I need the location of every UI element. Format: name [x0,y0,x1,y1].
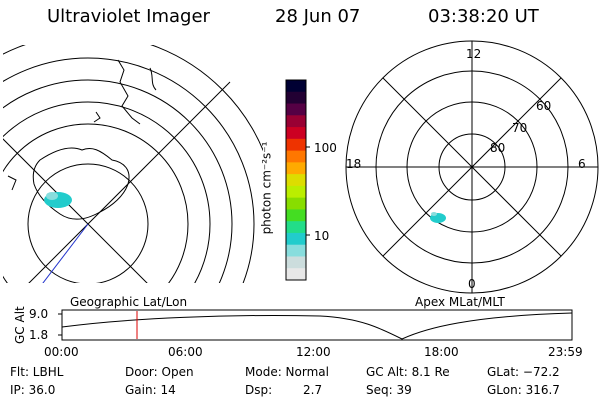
mlt-6-label: 6 [578,157,586,171]
glon-info: GLon: 316.7 [487,383,560,397]
door-info: Door: Open [125,365,194,379]
colorbar-stripe [286,174,306,187]
gain-info: Gain: 14 [125,383,176,397]
satellite-track [42,223,89,283]
time-label: 03:38:20 UT [428,6,539,27]
colorbar-stripe [286,232,306,246]
colorbar [285,79,310,281]
colorbar-stripe [286,127,306,140]
meridian-line [28,223,89,283]
x-tick-0600: 06:00 [168,345,203,359]
colorbar-stripe [286,162,306,175]
colorbar-stripe [286,244,306,257]
colorbar-stripe [286,91,306,105]
gc-alt-info: GC Alt: 8.1 Re [366,365,450,379]
dsp-info-label: Dsp: [245,383,273,397]
x-tick-0000: 00:00 [44,345,79,359]
colorbar-stripe [286,256,306,269]
colorbar-stripe [286,197,306,210]
lat-circle [3,123,189,283]
colorbar-stripe [286,221,306,234]
mlt-12-label: 12 [466,47,482,61]
meridian-line [87,81,231,225]
altitude-curve [61,312,573,340]
coast-fragment [149,67,157,91]
aurora-patch-left [44,192,72,208]
south-america-coast [117,59,141,125]
x-tick-1200: 12:00 [296,345,331,359]
lat-circle [3,79,233,283]
geographic-caption: Geographic Lat/Lon [70,295,188,309]
dsp-info-value: 2.7 [303,383,323,397]
seq-info: Seq: 39 [366,383,412,397]
island-outline [93,111,101,123]
altitude-ylabel: GC Alt [13,306,27,344]
x-tick-2359: 23:59 [548,345,583,359]
lat-circle [3,101,211,283]
colorbar-stripe [286,138,306,152]
colorbar-tick-10: 10 [314,229,330,243]
colorbar-stripe [286,115,306,128]
mlat-70-label: 70 [512,121,528,135]
mlt-0-label: 0 [468,277,476,291]
glat-info: GLat: −72.2 [487,365,560,379]
colorbar-stripe [286,150,306,163]
mode-info: Mode: Normal [245,365,329,379]
mlat-80-label: 80 [490,141,506,155]
colorbar-unit-label: photon cm⁻²s⁻¹ [259,141,274,235]
colorbar-stripe [286,103,306,116]
filter-info: Flt: LBHL [10,365,64,379]
colorbar-stripe [286,185,306,199]
coast-fragment [7,175,17,191]
meridian-line [87,223,148,283]
date-label: 28 Jun 07 [275,6,361,27]
geographic-map [3,45,263,283]
instrument-title: Ultraviolet Imager [47,6,210,27]
lat-circle [27,163,149,283]
polar-map [345,40,599,294]
ip-info: IP: 36.0 [10,383,56,397]
y-tick-9: 9.0 [29,307,49,321]
diagonal-line [382,77,562,257]
altitude-plot [58,309,573,341]
mlt-18-label: 18 [346,157,362,171]
colorbar-stripe [286,268,306,281]
colorbar-stripe [286,209,306,222]
meridian-line [3,138,89,225]
x-tick-1800: 18:00 [424,345,459,359]
colorbar-stripe [286,80,306,93]
apex-caption: Apex MLat/MLT [415,295,505,309]
colorbar-tick-100: 100 [314,141,337,155]
aurora-patch-right [430,212,446,223]
mlat-60-label: 60 [536,99,552,113]
antarctica-outline [32,147,130,220]
lat-circle [3,57,255,283]
y-tick-1-8: 1.8 [29,328,49,342]
